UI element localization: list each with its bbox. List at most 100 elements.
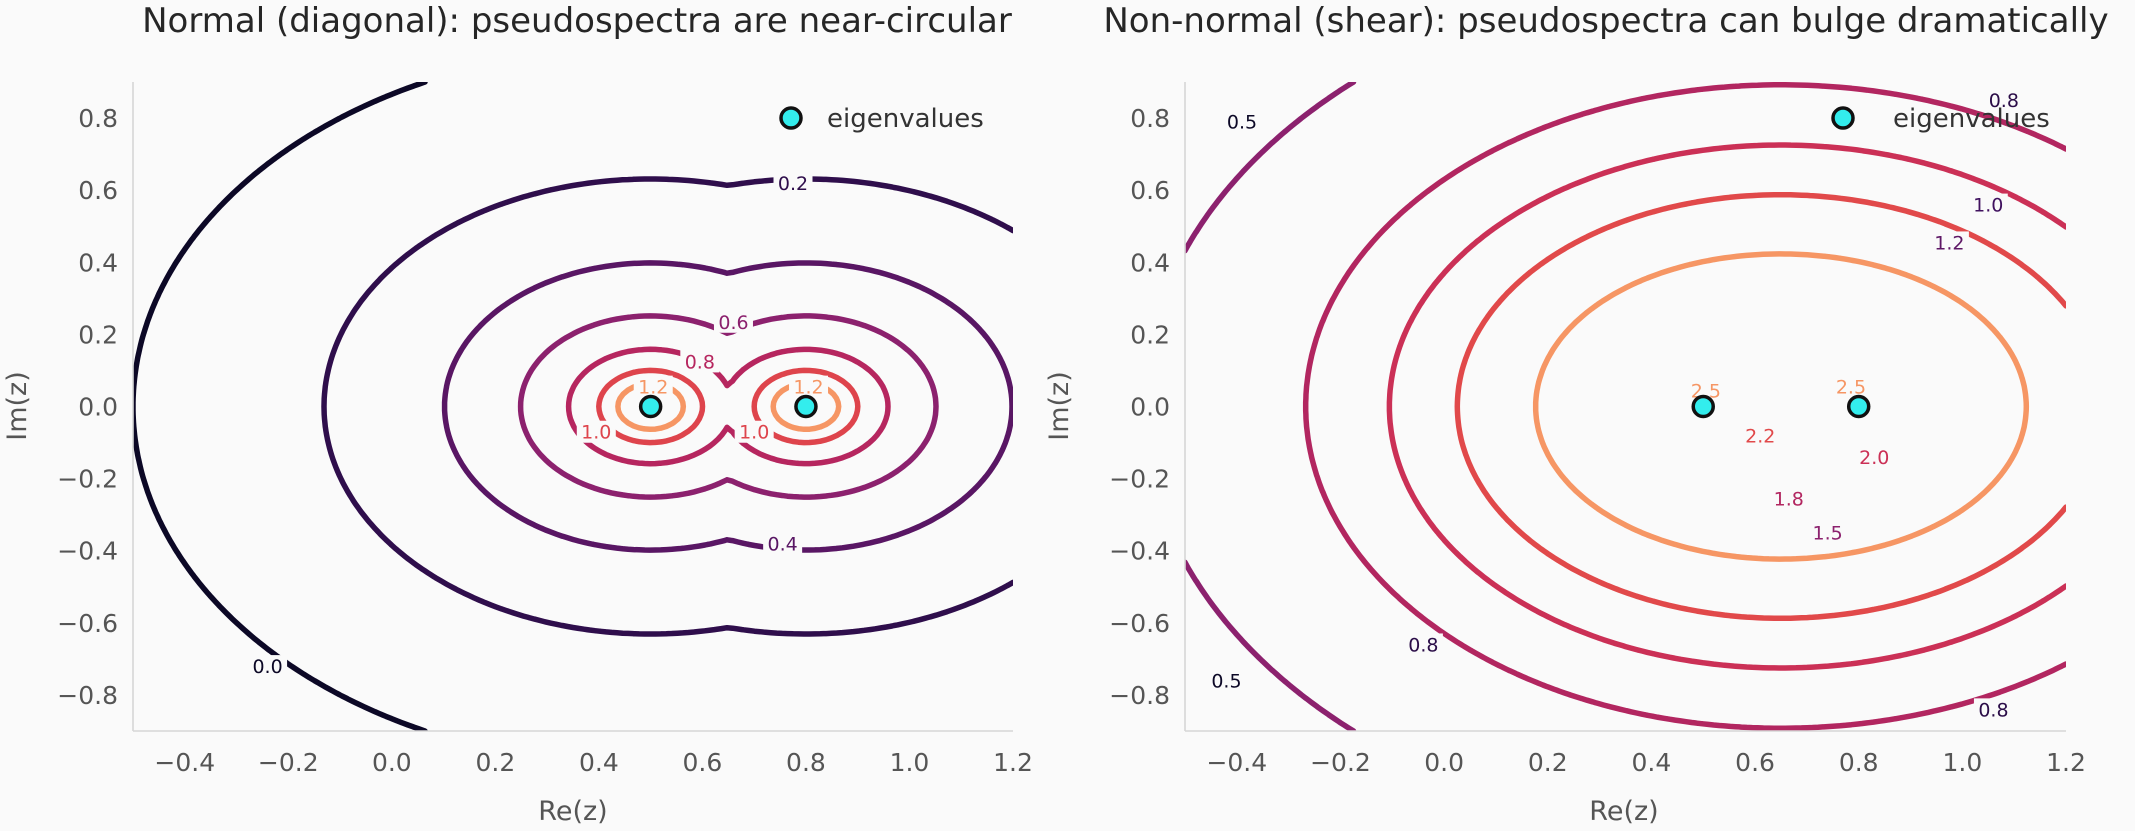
left-contour-labels: 0.2 0.4 0.60.8 1.0 1.2 1.0 1.2 0.0 (248, 171, 829, 678)
eigenvalue-marker (1846, 394, 1871, 419)
right-chart-title: Non-normal (shear): pseudospectra can bu… (1103, 1, 2108, 41)
contour-label: 0.6 (718, 312, 748, 334)
contour-line-2-2 (1454, 191, 2066, 622)
y-tick-label: 0.6 (1130, 176, 1170, 205)
contour-label-bg (789, 375, 829, 398)
contour-label-bg (1686, 379, 1726, 402)
contour-label: 1.0 (1973, 195, 2003, 217)
x-tick-label: 0.8 (1839, 748, 1879, 777)
y-tick-label: 0.4 (78, 248, 118, 277)
contour-label-bg (680, 350, 720, 373)
contour-label-bg (1929, 231, 1969, 254)
contour-label-bg (1831, 375, 1871, 398)
x-tick-label: 1.2 (993, 748, 1033, 777)
contour-line-1-5 (1185, 82, 1357, 731)
left-chart-title: Normal (diagonal): pseudospectra are nea… (142, 1, 1012, 41)
contour-label: 2.0 (1859, 447, 1889, 469)
right-legend-label: eigenvalues (1893, 104, 2050, 134)
y-tick-label: −0.4 (1109, 537, 1170, 566)
left-eigenvalue-markers (638, 394, 818, 419)
y-tick-label: −0.6 (57, 609, 118, 638)
x-tick-label: 0.2 (475, 748, 515, 777)
contour-label-bg (1740, 424, 1780, 447)
contour-label: 0.8 (1989, 90, 2019, 112)
y-tick-label: −0.8 (57, 681, 118, 710)
contour-label-bg (1854, 445, 1894, 468)
contour-label-bg (1769, 487, 1809, 510)
right-eigenvalue-markers (1691, 394, 1871, 419)
contour-label: 0.5 (1211, 671, 1241, 693)
contour-label-bg (1973, 698, 2013, 721)
right-legend: eigenvalues (1831, 104, 2050, 134)
contour-label: 1.2 (638, 377, 668, 399)
y-tick-label: −0.2 (1109, 465, 1170, 494)
right-legend-marker (1831, 106, 1855, 130)
left-legend-label: eigenvalues (827, 104, 984, 134)
contour-label: 1.0 (739, 422, 769, 444)
contour-line-0-2 (321, 176, 1013, 637)
x-tick-label: −0.2 (1310, 748, 1371, 777)
contour-line-0 (133, 82, 428, 731)
x-tick-label: 0.6 (1735, 748, 1775, 777)
contour-label-bg (713, 310, 753, 333)
y-tick-label: −0.4 (57, 537, 118, 566)
left-panel: Normal (diagonal): pseudospectra are nea… (2, 1, 1033, 827)
left-y-axis-label: Im(z) (2, 371, 33, 441)
left-contours (133, 82, 1013, 731)
y-tick-label: 0.8 (1130, 104, 1170, 133)
eigenvalue-marker (638, 394, 663, 419)
contour-line-2 (1386, 142, 2066, 671)
contour-label: 0.0 (252, 656, 282, 678)
x-tick-label: 1.2 (2046, 748, 2086, 777)
y-tick-label: 0.2 (1130, 320, 1170, 349)
contour-line-0-4 (441, 260, 1013, 553)
contour-label: 2.5 (1836, 377, 1866, 399)
x-tick-label: 0.4 (1632, 748, 1672, 777)
y-tick-label: 0.4 (1130, 248, 1170, 277)
x-tick-label: 1.0 (1942, 748, 1982, 777)
contour-label-bg (1984, 89, 2024, 112)
y-tick-label: 0.0 (78, 393, 118, 422)
right-contours (1185, 82, 2066, 731)
contour-label-bg (1968, 193, 2008, 216)
contour-label-bg (633, 375, 673, 398)
x-tick-label: 0.2 (1528, 748, 1568, 777)
left-legend-marker (779, 106, 803, 130)
contour-label: 1.2 (1934, 232, 1964, 254)
right-axes: −0.4 −0.2 0.0 0.2 0.4 0.6 0.8 1.0 1.2 −0.8 −0.6 −0.… (1109, 82, 2086, 777)
x-tick-label: −0.4 (1206, 748, 1267, 777)
right-y-axis-label: Im(z) (1044, 371, 1075, 441)
y-tick-label: 0.8 (78, 104, 118, 133)
contour-label-bg (1403, 633, 1443, 656)
contour-label: 0.8 (1978, 699, 2008, 721)
left-legend: eigenvalues (779, 104, 984, 134)
right-panel: Non-normal (shear): pseudospectra can bu… (1044, 1, 2109, 827)
x-tick-label: −0.2 (258, 748, 319, 777)
contour-line-0-6 (517, 313, 939, 500)
contour-label-bg (773, 171, 813, 194)
contour-label-bg (248, 655, 288, 678)
y-tick-label: 0.0 (1130, 393, 1170, 422)
contour-label: 0.2 (778, 173, 808, 195)
x-tick-label: 0.0 (1424, 748, 1464, 777)
contour-label-bg (576, 420, 616, 443)
y-tick-label: −0.2 (57, 465, 118, 494)
contour-label: 1.5 (1813, 523, 1843, 545)
contour-label-bg (1222, 110, 1262, 133)
right-x-axis-label: Re(z) (1589, 796, 1658, 827)
eigenvalue-marker (794, 394, 818, 419)
y-tick-label: −0.8 (1109, 681, 1170, 710)
contour-line-1-8 (1302, 82, 2066, 731)
x-tick-label: 0.0 (372, 748, 412, 777)
y-tick-label: 0.6 (78, 176, 118, 205)
contour-label: 0.4 (768, 534, 798, 556)
left-x-axis-label: Re(z) (538, 796, 607, 827)
right-contour-labels: 0.50.81.01.20.80.50.82.5 2.52.22.01.81.5 (1206, 89, 2024, 721)
contour-label-bg (1808, 521, 1848, 544)
contour-line-1 (596, 367, 861, 446)
contour-label-bg (1206, 669, 1246, 692)
x-tick-label: 1.0 (890, 748, 930, 777)
contour-line-2-5 (1532, 251, 2030, 562)
contour-label: 0.5 (1227, 112, 1257, 134)
